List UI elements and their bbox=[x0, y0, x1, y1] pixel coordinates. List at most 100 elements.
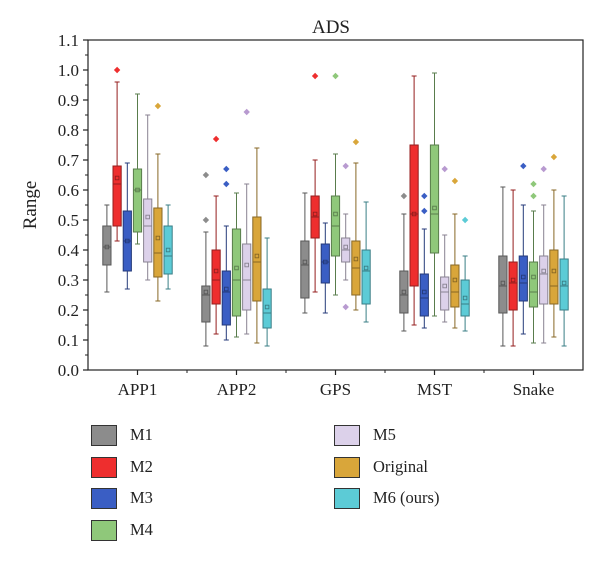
mean-marker-m4 bbox=[135, 187, 140, 193]
x-tick-label-snake: Snake bbox=[513, 380, 555, 399]
mean-marker-m5 bbox=[442, 283, 447, 289]
box-m6-ours-gps bbox=[361, 249, 371, 305]
mean-marker-m6-ours bbox=[165, 247, 171, 253]
outlier-m5 bbox=[342, 162, 349, 170]
mean-marker-m1 bbox=[203, 289, 209, 295]
mean-marker-m2 bbox=[114, 175, 120, 181]
mean-marker-m6-ours bbox=[363, 265, 369, 271]
mean-marker-m1 bbox=[302, 259, 308, 265]
mean-marker-original bbox=[551, 268, 557, 274]
mean-marker-m2 bbox=[411, 211, 417, 217]
outlier-m1 bbox=[202, 216, 210, 224]
mean-marker-original bbox=[254, 253, 260, 259]
mean-marker-m4 bbox=[432, 205, 437, 211]
y-tick-label: 1.0 bbox=[58, 61, 79, 80]
box-m1-mst bbox=[399, 270, 409, 314]
y-tick-label: 0.2 bbox=[58, 301, 79, 320]
box-m2-app1 bbox=[112, 165, 122, 227]
y-tick-label: 0.7 bbox=[58, 151, 80, 170]
y-tick-label: 1.1 bbox=[58, 31, 79, 50]
box-m5-app2 bbox=[242, 243, 252, 311]
x-tick-label-mst: MST bbox=[417, 380, 453, 399]
y-tick-label: 0.4 bbox=[58, 241, 80, 260]
box-m4-app2 bbox=[231, 228, 242, 317]
box-m4-app1 bbox=[132, 168, 143, 233]
y-tick-label: 0.0 bbox=[58, 361, 79, 380]
outlier-m3 bbox=[421, 192, 428, 200]
outlier-m2 bbox=[113, 66, 121, 74]
mean-marker-m1 bbox=[401, 289, 407, 295]
box-m2-snake bbox=[508, 261, 518, 311]
box-m3-app2 bbox=[221, 270, 231, 326]
mean-marker-m3 bbox=[323, 259, 328, 265]
box-m6-ours-mst bbox=[460, 279, 470, 317]
box-original-snake bbox=[549, 249, 559, 305]
mean-marker-original bbox=[452, 277, 458, 283]
outlier-m2 bbox=[311, 72, 319, 80]
x-tick-label-app1: APP1 bbox=[118, 380, 158, 399]
outlier-original bbox=[550, 153, 558, 161]
outlier-m5 bbox=[243, 108, 250, 116]
outlier-m3 bbox=[223, 165, 230, 173]
mean-marker-m3 bbox=[125, 238, 130, 244]
mean-marker-m2 bbox=[213, 268, 219, 274]
outlier-m6-ours bbox=[461, 216, 469, 224]
box-m1-gps bbox=[300, 240, 310, 299]
mean-marker-m4 bbox=[333, 211, 338, 217]
mean-marker-m3 bbox=[224, 286, 229, 292]
box-original-mst bbox=[450, 264, 460, 308]
y-tick-label: 0.6 bbox=[58, 181, 79, 200]
outlier-original bbox=[352, 138, 360, 146]
chart-title: ADS bbox=[312, 17, 350, 38]
plot-area: 0.0 0.1 0.2 0.3 0.4 0.5 0.6 0.7 0.8 0.9 1.0 1.1 APP1… bbox=[58, 31, 584, 399]
mean-marker-m5 bbox=[145, 214, 150, 220]
x-tick-label-app2: APP2 bbox=[217, 380, 257, 399]
mean-marker-m3 bbox=[422, 289, 427, 295]
outlier-m4 bbox=[332, 72, 339, 80]
box-m4-snake bbox=[528, 261, 539, 308]
outlier-m5 bbox=[342, 303, 349, 311]
outlier-m1 bbox=[202, 171, 210, 179]
y-axis-label: Range bbox=[20, 181, 41, 230]
box-m1-app2 bbox=[201, 285, 211, 323]
box-m6-ours-app1 bbox=[163, 225, 173, 275]
box-m4-mst bbox=[429, 144, 440, 254]
mean-marker-m5 bbox=[343, 244, 348, 250]
outlier-m5 bbox=[540, 165, 547, 173]
mean-marker-m6-ours bbox=[462, 295, 468, 301]
outlier-m2 bbox=[212, 135, 220, 143]
box-m5-mst bbox=[440, 276, 450, 311]
outlier-m3 bbox=[520, 162, 527, 170]
mean-marker-m1 bbox=[104, 244, 110, 250]
mean-marker-m4 bbox=[234, 265, 239, 271]
box-m5-snake bbox=[539, 255, 549, 305]
mean-marker-m3 bbox=[521, 274, 526, 280]
box-m5-app1 bbox=[143, 198, 153, 263]
mean-marker-original bbox=[353, 256, 359, 262]
mean-marker-m4 bbox=[531, 274, 536, 280]
mean-marker-m2 bbox=[510, 277, 516, 283]
outlier-m3 bbox=[223, 180, 230, 188]
outlier-m3 bbox=[421, 207, 428, 215]
mean-marker-original bbox=[155, 235, 161, 241]
mean-marker-m1 bbox=[500, 280, 506, 286]
outlier-original bbox=[154, 102, 162, 110]
outlier-m1 bbox=[400, 192, 408, 200]
outlier-m4 bbox=[530, 192, 537, 200]
box-original-app1 bbox=[153, 207, 163, 278]
mean-marker-m2 bbox=[312, 211, 318, 217]
mean-marker-m6-ours bbox=[561, 280, 567, 286]
outlier-original bbox=[451, 177, 459, 185]
box-m3-mst bbox=[419, 273, 429, 317]
mean-marker-m6-ours bbox=[264, 304, 270, 310]
y-tick-label: 0.9 bbox=[58, 91, 79, 110]
y-tick-label: 0.3 bbox=[58, 271, 79, 290]
outlier-m4 bbox=[530, 180, 537, 188]
box-original-app2 bbox=[252, 216, 262, 302]
mean-marker-m5 bbox=[244, 262, 249, 268]
box-m2-app2 bbox=[211, 249, 221, 305]
mean-marker-m5 bbox=[541, 268, 546, 274]
y-tick-label: 0.8 bbox=[58, 121, 79, 140]
y-tick-label: 0.5 bbox=[58, 211, 79, 230]
